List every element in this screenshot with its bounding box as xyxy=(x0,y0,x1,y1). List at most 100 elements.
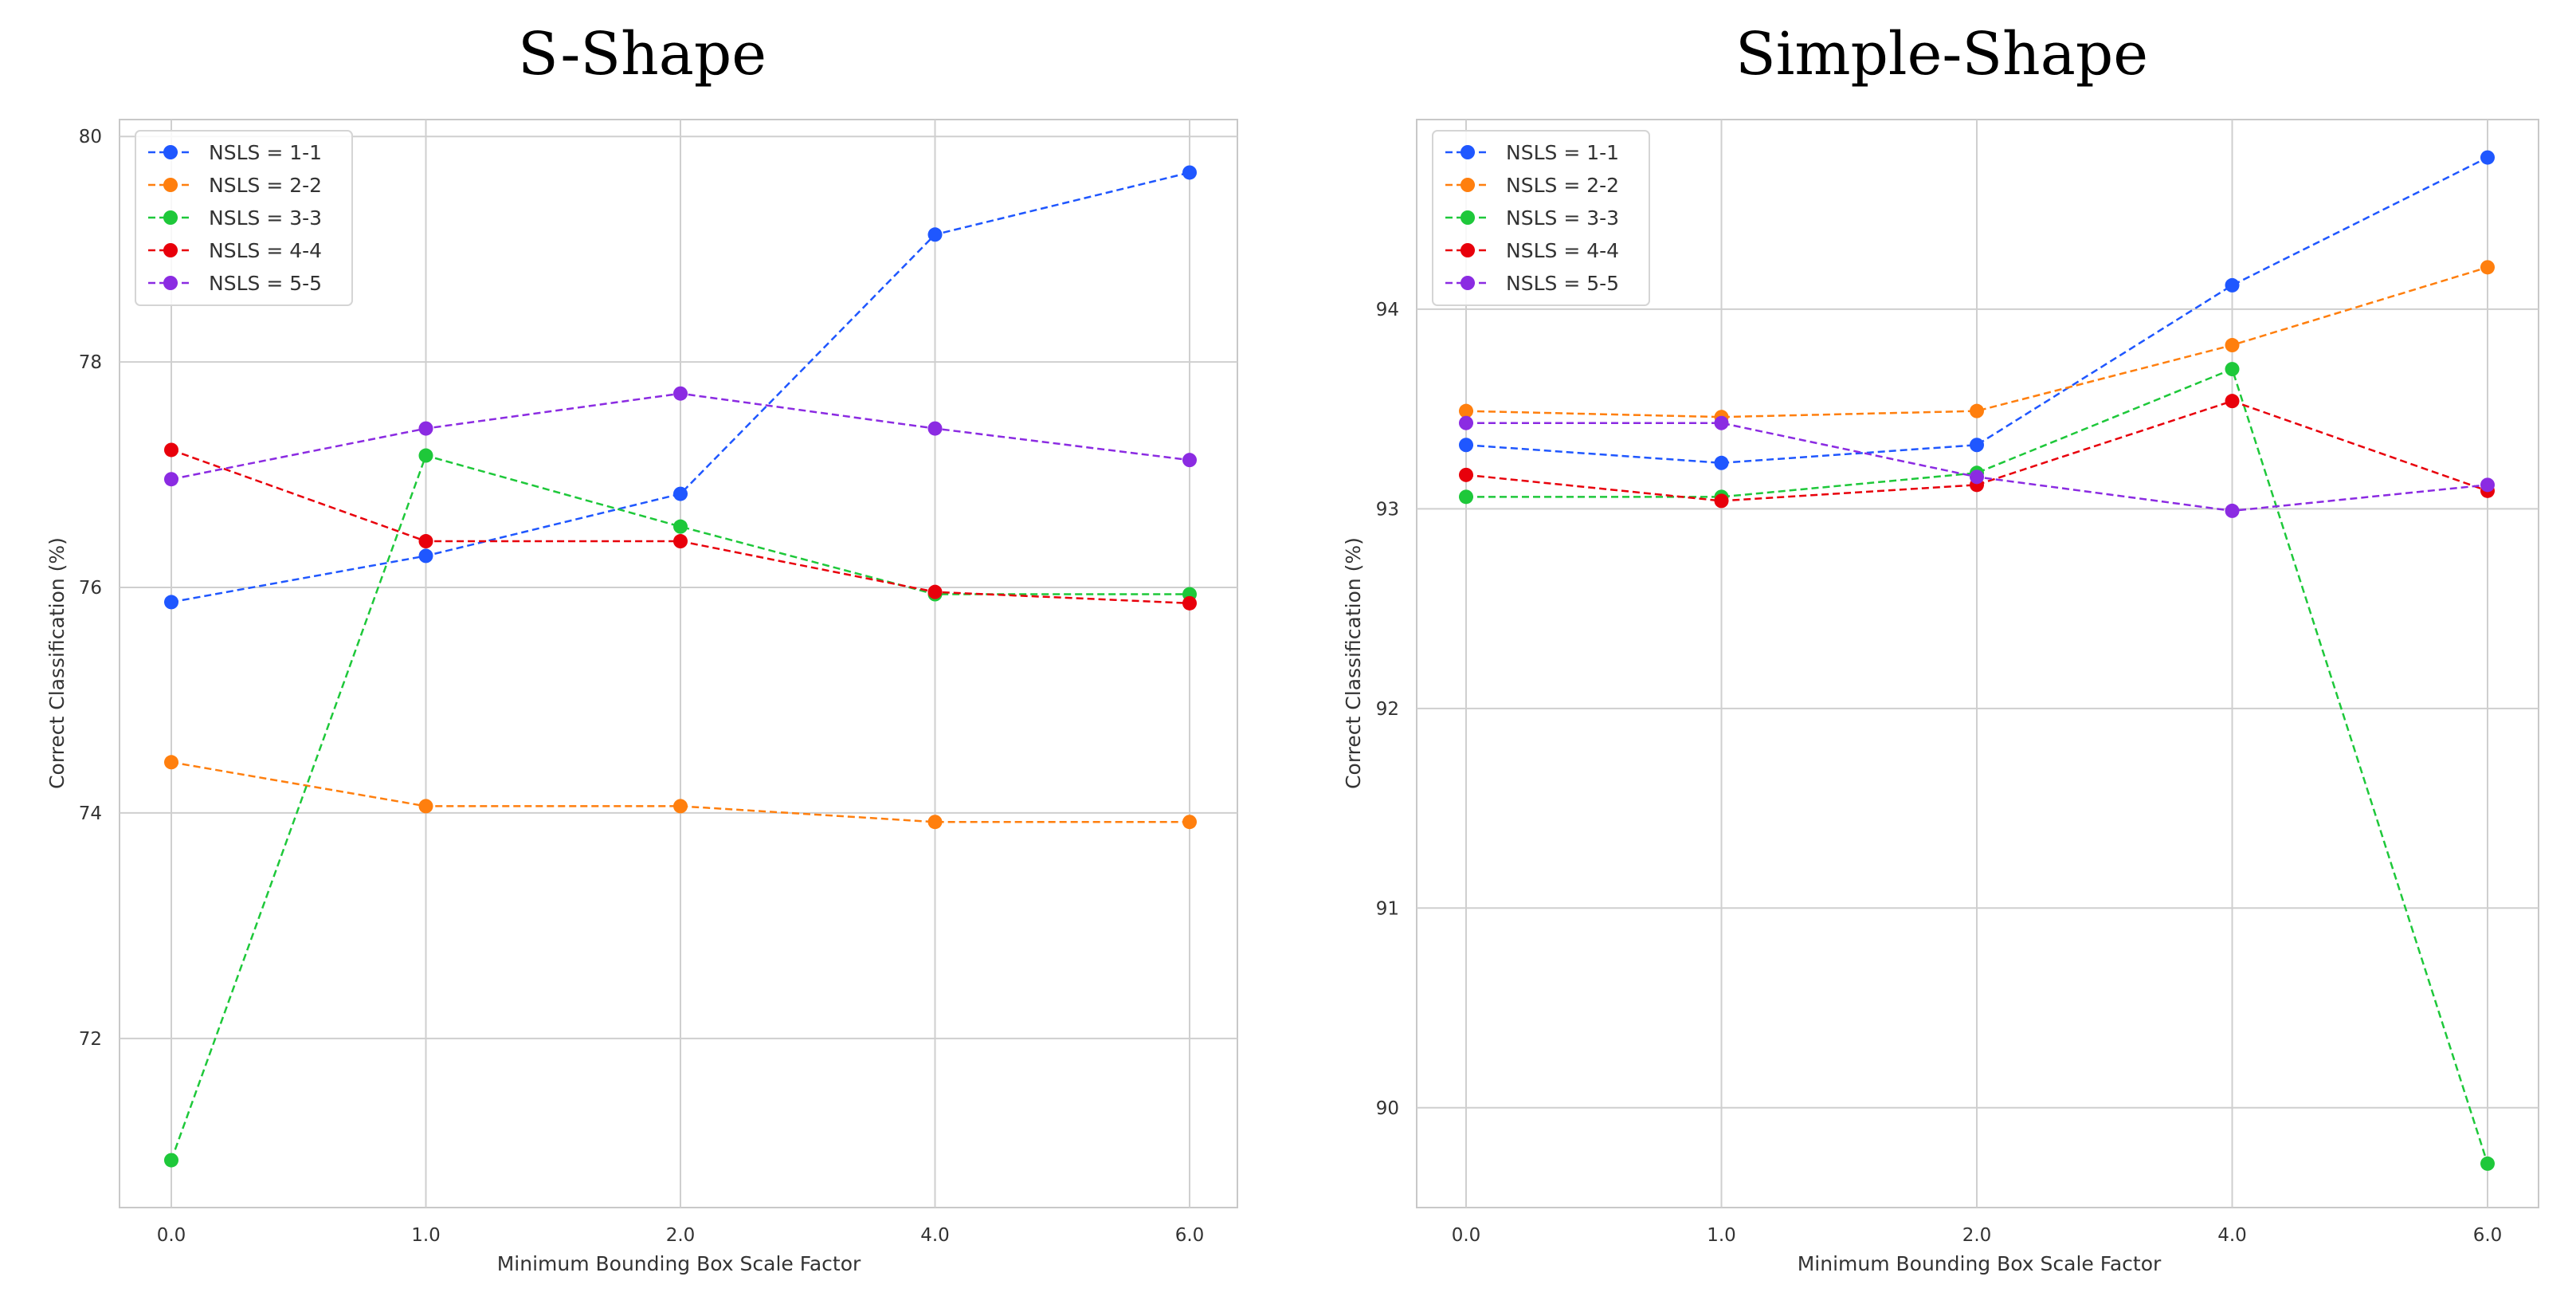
data-point xyxy=(2225,503,2240,518)
legend-label: NSLS = 3-3 xyxy=(1506,206,1619,230)
data-point xyxy=(418,534,433,549)
legend-label: NSLS = 4-4 xyxy=(1506,239,1619,262)
series-line xyxy=(1465,399,2488,502)
chart-title: Simple-Shape xyxy=(1735,20,2148,88)
data-point xyxy=(2480,477,2495,493)
series-1 xyxy=(164,165,1197,610)
x-tick-label: 2.0 xyxy=(666,1225,696,1246)
legend-box xyxy=(135,130,353,306)
legend-label: NSLS = 5-5 xyxy=(209,272,322,295)
data-point xyxy=(164,755,178,770)
y-tick-label: 90 xyxy=(1376,1098,1399,1119)
legend-swatch-marker xyxy=(1461,243,1475,257)
data-point xyxy=(673,799,688,814)
x-axis-label: Minimum Bounding Box Scale Factor xyxy=(1798,1252,2162,1275)
series-2 xyxy=(164,755,1197,830)
data-point xyxy=(2480,1156,2495,1171)
legend-label: NSLS = 2-2 xyxy=(1506,174,1619,197)
series-line xyxy=(171,761,1190,823)
y-tick-label: 93 xyxy=(1376,499,1399,520)
data-point xyxy=(1459,467,1473,482)
data-point xyxy=(1182,165,1197,180)
legend-box xyxy=(1432,130,1650,306)
data-point xyxy=(2225,338,2240,353)
data-point xyxy=(2225,362,2240,377)
data-point xyxy=(1714,415,1729,430)
legend-item: NSLS = 5-5 xyxy=(1445,272,1619,295)
series-5 xyxy=(164,386,1197,487)
x-tick-label: 1.0 xyxy=(411,1225,441,1246)
legend-swatch-marker xyxy=(1461,145,1475,159)
x-tick-label: 6.0 xyxy=(1175,1225,1205,1246)
series-4 xyxy=(164,442,1197,611)
y-tick-label: 80 xyxy=(79,127,102,147)
legend-item: NSLS = 1-1 xyxy=(1445,141,1619,164)
series-line xyxy=(1465,266,2488,418)
data-point xyxy=(2225,277,2240,293)
data-point xyxy=(1182,815,1197,830)
legend-swatch-marker xyxy=(163,210,178,225)
series-1 xyxy=(1459,150,2495,470)
data-point xyxy=(164,595,178,610)
legend-swatch-marker xyxy=(1461,276,1475,290)
y-tick-label: 74 xyxy=(79,803,102,824)
series-line xyxy=(171,171,1190,603)
chart-title: S-Shape xyxy=(518,20,767,88)
legend-item: NSLS = 3-3 xyxy=(148,206,322,230)
data-point xyxy=(1459,438,1473,453)
data-point xyxy=(2480,260,2495,275)
data-point xyxy=(418,448,433,463)
legend-item: NSLS = 2-2 xyxy=(148,174,322,197)
legend-swatch-marker xyxy=(163,243,178,257)
y-tick-label: 78 xyxy=(79,352,102,373)
x-tick-label: 4.0 xyxy=(2217,1225,2247,1246)
x-axis-label: Minimum Bounding Box Scale Factor xyxy=(497,1252,861,1275)
legend-item: NSLS = 4-4 xyxy=(1445,239,1619,262)
data-point xyxy=(927,227,943,242)
data-point xyxy=(1459,489,1473,505)
data-point xyxy=(673,386,688,401)
y-tick-label: 91 xyxy=(1376,898,1399,919)
legend-label: NSLS = 1-1 xyxy=(1506,141,1619,164)
legend-swatch-marker xyxy=(1461,210,1475,225)
y-tick-label: 76 xyxy=(79,578,102,599)
data-point xyxy=(1714,455,1729,470)
legend-label: NSLS = 1-1 xyxy=(209,141,322,164)
data-point xyxy=(1970,438,1984,453)
y-tick-label: 92 xyxy=(1376,699,1399,720)
plot-area xyxy=(119,119,1238,1208)
y-axis-label: Correct Classification (%) xyxy=(1342,537,1365,789)
legend-swatch-marker xyxy=(1461,178,1475,192)
data-point xyxy=(418,548,433,564)
data-point xyxy=(418,799,433,814)
x-tick-label: 2.0 xyxy=(1962,1225,1992,1246)
x-tick-label: 1.0 xyxy=(1707,1225,1736,1246)
legend-item: NSLS = 4-4 xyxy=(148,239,322,262)
data-point xyxy=(927,584,943,599)
legend: NSLS = 1-1 NSLS = 2-2 NSLS = 3-3 NSLS = 4-4… xyxy=(1432,130,1650,306)
data-point xyxy=(2225,394,2240,409)
series-5 xyxy=(1459,415,2495,518)
y-tick-label: 94 xyxy=(1376,300,1399,320)
y-tick-label: 72 xyxy=(79,1029,102,1050)
legend-label: NSLS = 5-5 xyxy=(1506,272,1619,295)
legend-item: NSLS = 5-5 xyxy=(148,272,322,295)
data-point xyxy=(1970,469,1984,485)
legend-label: NSLS = 4-4 xyxy=(209,239,322,262)
legend: NSLS = 1-1 NSLS = 2-2 NSLS = 3-3 NSLS = 4-4… xyxy=(135,130,353,306)
legend-swatch-marker xyxy=(163,178,178,192)
data-point xyxy=(673,534,688,549)
data-point xyxy=(164,472,178,487)
data-point xyxy=(2480,150,2495,165)
chart-s-shape: S-Shape 0.0 1.0 2.0 4.0 6.0 72 74 76 78 80 Minimu… xyxy=(45,20,1238,1275)
y-axis-label: Correct Classification (%) xyxy=(45,537,69,789)
data-point xyxy=(673,519,688,534)
data-point xyxy=(1970,403,1984,418)
data-point xyxy=(673,486,688,501)
legend-swatch-marker xyxy=(163,276,178,290)
data-point xyxy=(1182,595,1197,611)
legend-label: NSLS = 2-2 xyxy=(209,174,322,197)
data-point xyxy=(927,815,943,830)
legend-swatch-marker xyxy=(163,145,178,159)
legend-item: NSLS = 2-2 xyxy=(1445,174,1619,197)
